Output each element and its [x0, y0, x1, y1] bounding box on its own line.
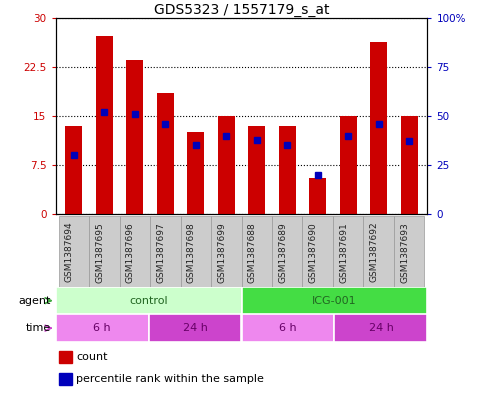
Title: GDS5323 / 1557179_s_at: GDS5323 / 1557179_s_at: [154, 3, 329, 17]
Text: GSM1387694: GSM1387694: [65, 222, 74, 283]
Bar: [157, 93, 174, 214]
Text: GSM1387698: GSM1387698: [187, 222, 196, 283]
Text: GSM1387688: GSM1387688: [248, 222, 257, 283]
Bar: [309, 178, 326, 214]
Bar: [66, 126, 82, 214]
Text: GSM1387693: GSM1387693: [400, 222, 409, 283]
Bar: [96, 36, 113, 214]
Bar: [56, 314, 149, 342]
Bar: [56, 287, 242, 314]
Text: GSM1387690: GSM1387690: [309, 222, 318, 283]
Text: 6 h: 6 h: [93, 323, 111, 333]
Bar: [127, 60, 143, 214]
Text: 24 h: 24 h: [183, 323, 208, 333]
Bar: [302, 216, 333, 287]
Bar: [59, 351, 72, 363]
Bar: [181, 216, 211, 287]
Text: ICG-001: ICG-001: [312, 296, 357, 306]
Text: control: control: [129, 296, 168, 306]
Text: GSM1387696: GSM1387696: [126, 222, 135, 283]
Bar: [59, 373, 72, 385]
Text: GSM1387697: GSM1387697: [156, 222, 165, 283]
Bar: [333, 216, 363, 287]
Text: GSM1387689: GSM1387689: [278, 222, 287, 283]
Bar: [150, 216, 181, 287]
Text: GSM1387695: GSM1387695: [95, 222, 104, 283]
Bar: [218, 116, 235, 214]
Bar: [58, 216, 89, 287]
Text: percentile rank within the sample: percentile rank within the sample: [76, 374, 264, 384]
Text: agent: agent: [18, 296, 51, 306]
Bar: [242, 287, 427, 314]
Bar: [89, 216, 120, 287]
Bar: [370, 42, 387, 214]
Bar: [340, 116, 356, 214]
Text: count: count: [76, 352, 108, 362]
Text: GSM1387692: GSM1387692: [369, 222, 379, 283]
Text: GSM1387699: GSM1387699: [217, 222, 226, 283]
Bar: [187, 132, 204, 214]
Text: GSM1387691: GSM1387691: [339, 222, 348, 283]
Bar: [394, 216, 425, 287]
Bar: [242, 314, 334, 342]
Bar: [334, 314, 427, 342]
Bar: [272, 216, 302, 287]
Bar: [248, 126, 265, 214]
Bar: [149, 314, 242, 342]
Bar: [279, 126, 296, 214]
Bar: [242, 216, 272, 287]
Text: 24 h: 24 h: [369, 323, 394, 333]
Text: time: time: [26, 323, 51, 333]
Text: 6 h: 6 h: [279, 323, 297, 333]
Bar: [401, 116, 417, 214]
Bar: [211, 216, 242, 287]
Bar: [363, 216, 394, 287]
Bar: [120, 216, 150, 287]
